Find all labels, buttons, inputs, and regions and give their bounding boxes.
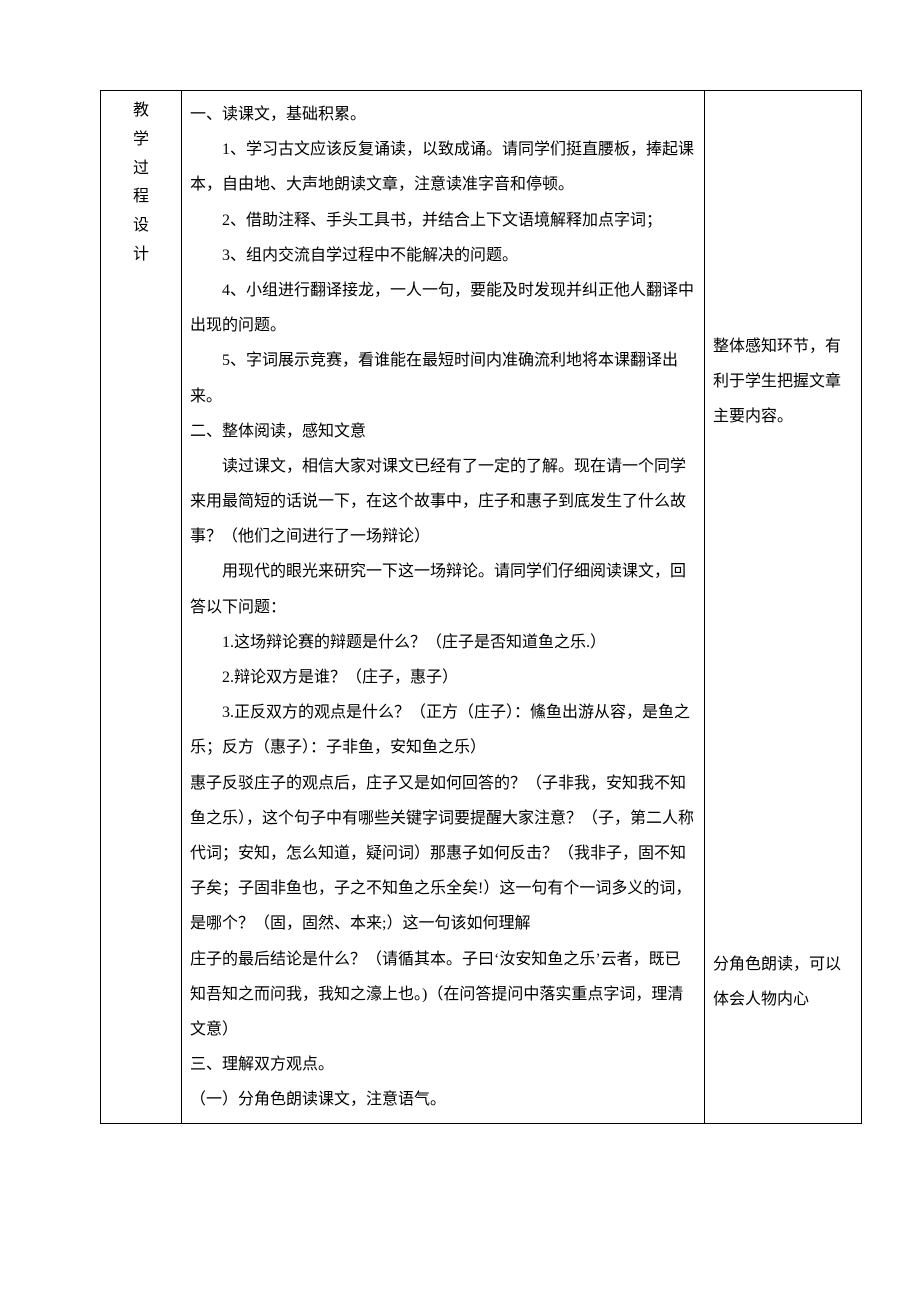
content-cell: 一、读课文，基础积累。 1、学习古文应该反复诵读，以致成诵。请同学们挺直腰板，捧… [182, 91, 705, 1124]
row-label-cell: 教 学 过 程 设 计 [101, 91, 182, 1124]
body-text: 用现代的眼光来研究一下这一场辩论。请同学们仔细阅读课文，回答以下问题： [190, 554, 696, 624]
label-char: 学 [109, 126, 173, 155]
spacer [713, 97, 853, 329]
body-text: 4、小组进行翻译接龙，一人一句，要能及时发现并纠正他人翻译中出现的问题。 [190, 273, 696, 343]
note-text: 分角色朗读，可以体会人物内心 [713, 947, 853, 1017]
body-text: 2.辩论双方是谁？（庄子，惠子） [190, 660, 696, 695]
lesson-plan-table: 教 学 过 程 设 计 一、读课文，基础积累。 1、学习古文应该反复诵读，以致成… [100, 90, 862, 1124]
label-char: 设 [109, 212, 173, 241]
label-char: 程 [109, 183, 173, 212]
page-container: 教 学 过 程 设 计 一、读课文，基础积累。 1、学习古文应该反复诵读，以致成… [0, 0, 920, 1164]
spacer [713, 659, 853, 947]
body-text: 惠子反驳庄子的观点后，庄子又是如何回答的？（子非我，安知我不知鱼之乐），这个句子… [190, 766, 696, 942]
section-2-title: 二、整体阅读，感知文意 [190, 414, 696, 449]
body-text: 读过课文，相信大家对课文已经有了一定的了解。现在请一个同学来用最简短的话说一下，… [190, 449, 696, 555]
body-text: 1、学习古文应该反复诵读，以致成诵。请同学们挺直腰板，捧起课本，自由地、大声地朗… [190, 132, 696, 202]
body-text: 庄子的最后结论是什么？（请循其本。子曰‘汝安知鱼之乐’云者，既已知吾知之而问我，… [190, 942, 696, 1048]
label-char: 过 [109, 155, 173, 184]
table-row: 教 学 过 程 设 计 一、读课文，基础积累。 1、学习古文应该反复诵读，以致成… [101, 91, 862, 1124]
label-char: 教 [109, 97, 173, 126]
body-text: 2、借助注释、手头工具书，并结合上下文语境解释加点字词； [190, 203, 696, 238]
body-text: 5、字词展示竞赛，看谁能在最短时间内准确流利地将本课翻译出来。 [190, 343, 696, 413]
label-char: 计 [109, 241, 173, 270]
body-text: 3.正反双方的观点是什么？（正方（庄子）：鯈鱼出游从容，是鱼之乐；反方（惠子）：… [190, 695, 696, 765]
body-text: 1.这场辩论赛的辩题是什么？（庄子是否知道鱼之乐.） [190, 625, 696, 660]
body-text: 3、组内交流自学过程中不能解决的问题。 [190, 238, 696, 273]
section-1-title: 一、读课文，基础积累。 [190, 97, 696, 132]
note-text: 整体感知环节，有利于学生把握文章主要内容。 [713, 329, 853, 435]
section-3-title: 三、理解双方观点。 [190, 1047, 696, 1082]
body-text: （一）分角色朗读课文，注意语气。 [190, 1082, 696, 1117]
notes-cell: 整体感知环节，有利于学生把握文章主要内容。 分角色朗读，可以体会人物内心 [705, 91, 862, 1124]
